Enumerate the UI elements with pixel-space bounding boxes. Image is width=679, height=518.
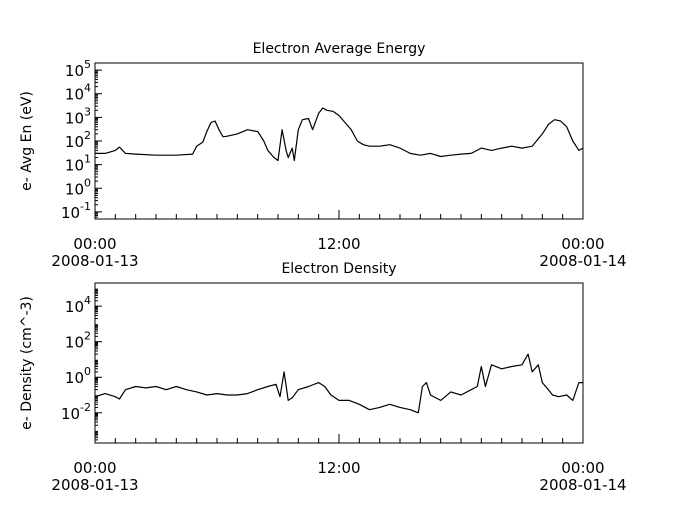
y-tick-label-exponent: -1: [80, 200, 91, 213]
chart-title: Electron Density: [281, 261, 396, 277]
y-tick-label-exponent: 4: [84, 82, 91, 95]
y-axis-label: e- Avg En (eV): [19, 91, 35, 191]
y-tick-label-exponent: 4: [84, 294, 91, 307]
y-tick-label-exponent: -2: [80, 401, 91, 414]
x-tick-time-label: 00:00: [73, 459, 116, 477]
y-tick-label: 103: [65, 105, 91, 127]
y-tick-label: 102: [65, 129, 91, 151]
x-tick-date-label: 2008-01-14: [539, 476, 626, 494]
x-tick-date-label: 2008-01-13: [51, 476, 138, 494]
y-tick-label-exponent: 2: [84, 129, 91, 142]
y-tick-label-base: 10: [65, 133, 84, 151]
series-line: [94, 353, 583, 414]
y-tick-label: 104: [65, 294, 91, 316]
y-tick-label-exponent: 2: [84, 330, 91, 343]
y-tick-label-base: 10: [61, 204, 80, 222]
x-tick-date-label: 2008-01-13: [51, 252, 138, 270]
y-tick-label-base: 10: [65, 109, 84, 127]
y-tick-label-base: 10: [65, 369, 84, 387]
y-tick-label: 102: [65, 330, 91, 352]
y-tick-label-base: 10: [65, 62, 84, 80]
y-tick-label: 101: [65, 153, 91, 175]
y-tick-label: 10-2: [61, 401, 91, 423]
y-tick-label-base: 10: [65, 86, 84, 104]
series-line: [95, 107, 584, 162]
y-tick-label: 104: [65, 82, 91, 104]
y-tick-label-base: 10: [65, 334, 84, 352]
y-tick-label-exponent: 0: [84, 176, 91, 189]
y-tick-label-exponent: 3: [84, 105, 91, 118]
x-tick-time-label: 12:00: [317, 459, 360, 477]
y-tick-label-base: 10: [61, 405, 80, 423]
chart-title: Electron Average Energy: [253, 41, 426, 57]
y-tick-label-base: 10: [65, 180, 84, 198]
y-tick-label: 100: [65, 365, 91, 387]
y-tick-label-exponent: 1: [84, 153, 91, 166]
y-tick-label-exponent: 5: [84, 58, 91, 71]
y-tick-label-base: 10: [65, 157, 84, 175]
x-tick-time-label: 00:00: [561, 459, 604, 477]
x-tick-time-label: 00:00: [73, 235, 116, 253]
x-tick-time-label: 12:00: [317, 235, 360, 253]
y-tick-label-exponent: 0: [84, 365, 91, 378]
plot-frame: [94, 62, 584, 220]
y-tick-label: 105: [65, 58, 91, 80]
y-tick-label: 100: [65, 176, 91, 198]
plot-frame: [94, 282, 584, 444]
y-tick-label: 10-1: [61, 200, 91, 222]
y-tick-label-base: 10: [65, 298, 84, 316]
y-axis-label: e- Density (cm^-3): [19, 296, 35, 430]
x-tick-date-label: 2008-01-14: [539, 252, 626, 270]
x-tick-time-label: 00:00: [561, 235, 604, 253]
